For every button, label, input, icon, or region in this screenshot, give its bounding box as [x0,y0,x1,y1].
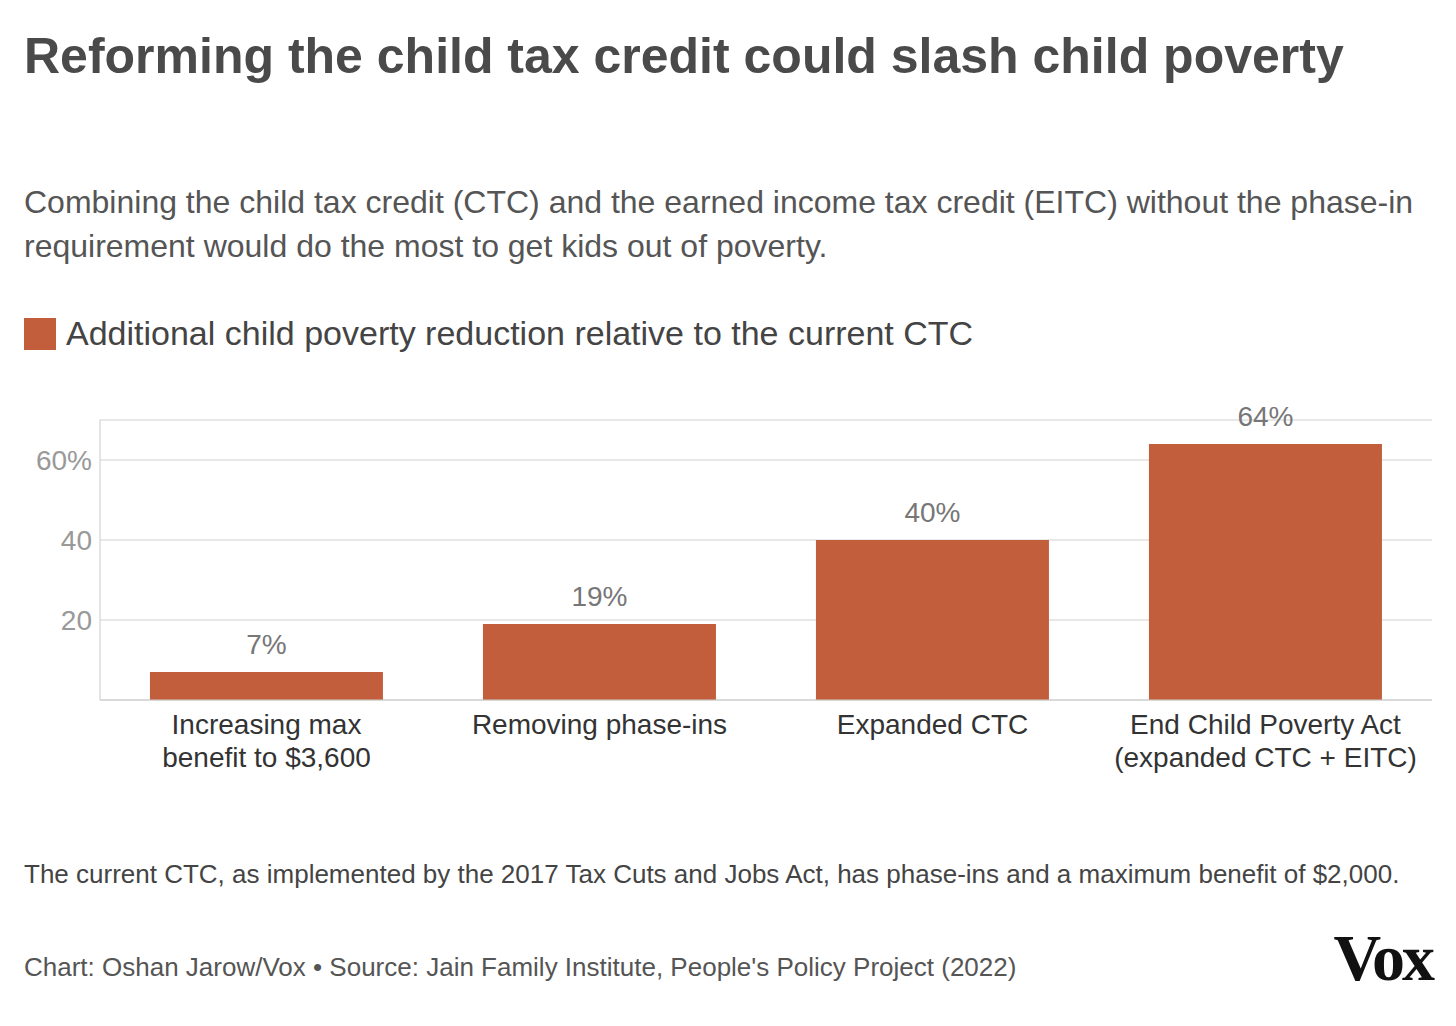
svg-text:19%: 19% [571,581,627,612]
svg-text:Removing phase-ins: Removing phase-ins [472,709,727,740]
svg-text:64%: 64% [1237,401,1293,432]
html-text:The current CTC, as implemente: The current CTC, as implemented by the 2… [24,859,1400,889]
html-text:Combining the child tax credit: Combining the child tax credit (CTC) and… [24,184,1414,264]
svg-text:Increasing maxbenefit to $3,60: Increasing maxbenefit to $3,600 [162,709,371,773]
svg-text:60%: 60% [36,445,92,476]
html-text:Chart: Oshan Jarow/Vox • Sourc: Chart: Oshan Jarow/Vox • Source: Jain Fa… [24,952,1017,982]
svg-text:40: 40 [61,525,92,556]
svg-text:Expanded CTC: Expanded CTC [837,709,1028,740]
html-text:Additional child poverty reduc: Additional child poverty reduction relat… [66,314,974,352]
html-text:Vox: Vox [1333,921,1432,994]
svg-text:End Child Poverty Act(expanded: End Child Poverty Act(expanded CTC + EIT… [1114,709,1417,773]
svg-text:40%: 40% [904,497,960,528]
html-text:Reforming the child tax credit: Reforming the child tax credit could sla… [24,28,1344,84]
svg-text:20: 20 [61,605,92,636]
svg-text:7%: 7% [246,629,286,660]
